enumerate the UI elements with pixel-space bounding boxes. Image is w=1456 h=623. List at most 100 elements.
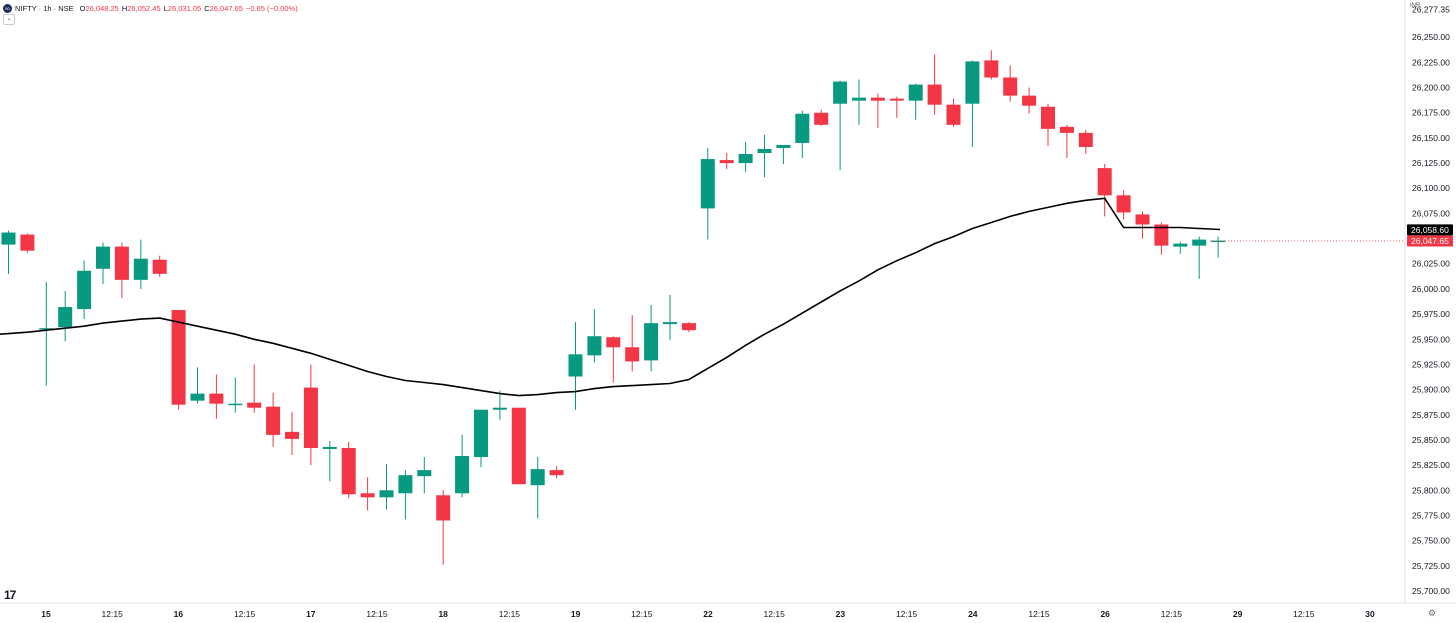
candle[interactable] <box>39 281 54 386</box>
price-tick-label: 25,975.00 <box>1412 309 1450 319</box>
candle[interactable] <box>266 392 281 447</box>
candle[interactable] <box>114 242 129 298</box>
candle-body <box>1097 168 1112 196</box>
candle[interactable] <box>190 367 205 404</box>
price-tick-label: 25,825.00 <box>1412 460 1450 470</box>
candle[interactable] <box>757 134 772 178</box>
time-tick-label: 23 <box>836 609 846 619</box>
candle-body <box>1 232 16 245</box>
candle[interactable] <box>663 294 677 341</box>
candle[interactable] <box>171 310 186 410</box>
candle[interactable] <box>474 409 488 468</box>
candle[interactable] <box>833 80 848 171</box>
candle[interactable] <box>870 93 885 128</box>
candle[interactable] <box>530 457 545 519</box>
time-tick-label: 12:15 <box>631 609 653 619</box>
candle[interactable] <box>700 147 715 240</box>
candle[interactable] <box>379 464 394 510</box>
candle[interactable] <box>1211 236 1226 258</box>
candle-body <box>247 402 262 408</box>
price-tick-label: 26,000.00 <box>1412 284 1450 294</box>
candle[interactable] <box>436 490 451 565</box>
candle[interactable] <box>96 242 110 284</box>
candle[interactable] <box>946 98 961 127</box>
price-tick-label: 26,225.00 <box>1412 57 1450 67</box>
candle[interactable] <box>511 407 526 485</box>
tradingview-logo-icon[interactable]: 17 <box>4 588 16 602</box>
candle[interactable] <box>303 364 318 466</box>
candle-body <box>568 354 583 377</box>
candle[interactable] <box>492 390 507 420</box>
time-tick-label: 17 <box>306 609 316 619</box>
candle-body <box>1154 224 1169 246</box>
candle[interactable] <box>681 322 696 333</box>
candle-body <box>114 246 129 280</box>
candle[interactable] <box>1135 211 1150 239</box>
candle[interactable] <box>908 83 923 120</box>
candle[interactable] <box>1078 129 1093 155</box>
candle[interactable] <box>1022 87 1037 114</box>
candle[interactable] <box>77 260 92 320</box>
time-axis[interactable]: 15 12:15 16 12:15 17 12:15 18 12:15 19 12:15 22 12:… <box>41 609 1375 619</box>
symbol-label[interactable]: NIFTY · 1h · NSE <box>15 3 74 13</box>
candle[interactable] <box>719 153 734 170</box>
candle[interactable] <box>20 233 35 253</box>
candle[interactable] <box>568 322 583 410</box>
candle[interactable] <box>228 377 243 413</box>
candle[interactable] <box>644 305 659 372</box>
candle[interactable] <box>398 470 413 520</box>
open-label: O <box>79 3 86 13</box>
candle-body <box>228 403 243 406</box>
candle[interactable] <box>1192 236 1207 279</box>
candle[interactable] <box>1116 190 1131 220</box>
candle[interactable] <box>1003 65 1018 102</box>
close-value: 26,047.65 <box>209 3 243 13</box>
candle[interactable] <box>152 255 167 277</box>
candle[interactable] <box>625 315 640 372</box>
candle[interactable] <box>209 374 224 419</box>
candle-body <box>870 97 885 101</box>
price-tick-label: 26,025.00 <box>1412 259 1450 269</box>
candle[interactable] <box>814 109 829 126</box>
candle[interactable] <box>360 477 375 511</box>
candle[interactable] <box>341 441 356 499</box>
candle[interactable] <box>549 466 564 479</box>
candle[interactable] <box>247 364 262 413</box>
moving-average-line <box>0 197 1221 397</box>
change-value: −0.65 (−0.00%) <box>245 3 298 13</box>
price-axis[interactable]: 26,277.35 26,250.00 26,225.00 26,200.00 26,1… <box>1412 5 1450 596</box>
candle[interactable] <box>1097 164 1112 217</box>
candle-body <box>266 406 281 435</box>
candle-body <box>1078 132 1093 147</box>
candles-layer <box>1 50 1226 565</box>
candle[interactable] <box>738 141 753 173</box>
candle[interactable] <box>1041 103 1055 146</box>
candle[interactable] <box>1 230 16 274</box>
last-price-tag: 26,047.65 <box>1407 235 1453 247</box>
candle[interactable] <box>776 144 791 165</box>
candle[interactable] <box>58 290 73 342</box>
candle[interactable] <box>927 54 942 115</box>
candle-body <box>965 61 980 104</box>
candle[interactable] <box>1173 241 1188 254</box>
candle[interactable] <box>417 457 432 494</box>
price-tick-label: 26,150.00 <box>1412 133 1450 143</box>
candle-body <box>644 323 659 361</box>
candle-body <box>190 393 205 401</box>
candle[interactable] <box>889 96 904 118</box>
candle[interactable] <box>984 50 999 80</box>
candle[interactable] <box>322 440 337 482</box>
candle[interactable] <box>1059 124 1074 159</box>
candle[interactable] <box>606 336 621 383</box>
candle[interactable] <box>965 60 980 147</box>
candle[interactable] <box>852 79 866 125</box>
candle[interactable] <box>455 434 470 498</box>
time-tick-label: 29 <box>1233 609 1243 619</box>
candle[interactable] <box>285 411 299 456</box>
candle[interactable] <box>133 239 148 289</box>
candle[interactable] <box>587 309 602 363</box>
chevron-down-icon[interactable]: ⌄ <box>3 14 15 25</box>
candle[interactable] <box>795 110 810 159</box>
gear-icon[interactable]: ⚙ <box>1428 608 1437 618</box>
